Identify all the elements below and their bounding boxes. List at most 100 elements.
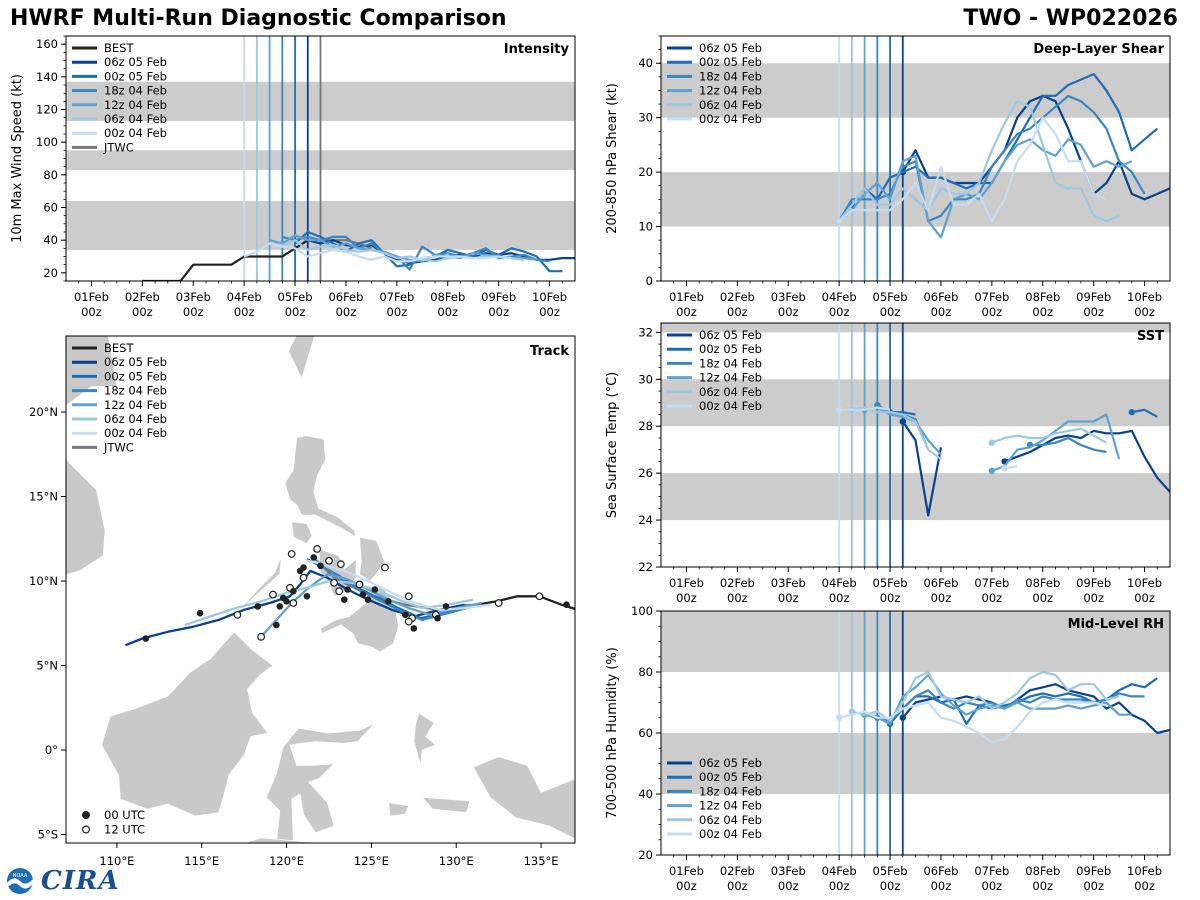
x-tick-label: 00z: [982, 879, 1003, 893]
x-tick-label: 07Feb: [974, 576, 1009, 590]
panel-sst: 01Feb00z02Feb00z03Feb00z04Feb00z05Feb00z…: [605, 322, 1171, 605]
x-tick-label: 04Feb: [822, 576, 857, 590]
series-line: [838, 138, 1133, 239]
y-tick-label: 10: [638, 220, 653, 234]
track-marker-12utc: [287, 550, 296, 558]
y-tick-label: 80: [43, 168, 58, 182]
land-samar-leyte: [359, 536, 386, 582]
lon-tick-label: 125°E: [354, 854, 389, 868]
x-tick-label: 04Feb: [227, 290, 262, 304]
x-tick-label: 00z: [539, 305, 560, 319]
x-tick-label: 05Feb: [873, 864, 908, 878]
series-line: [243, 242, 512, 263]
marker-legend-symbol: [81, 810, 90, 819]
track-marker-00utc: [276, 603, 284, 610]
series-start-point: [1001, 465, 1008, 472]
lat-tick-label: 0°: [45, 743, 58, 757]
legend-label: 00z 05 Feb: [699, 342, 762, 356]
noaa-seal-text: NOAA: [13, 873, 28, 879]
track-line: [124, 569, 465, 647]
series-line: [991, 427, 1107, 444]
x-tick-label: 04Feb: [822, 864, 857, 878]
land-halmahera: [413, 712, 437, 766]
x-tick-label: 09Feb: [1076, 290, 1111, 304]
y-tick-label: 40: [43, 233, 58, 247]
lat-tick-label: 5°N: [36, 659, 58, 673]
track-marker-00utc: [385, 598, 392, 605]
legend-label: BEST: [104, 341, 134, 355]
track-marker-12utc: [535, 592, 544, 601]
track-marker-12utc: [299, 573, 308, 582]
x-tick-label: 07Feb: [974, 290, 1009, 304]
map-area: [66, 336, 575, 843]
legend-label: 12z 04 Feb: [104, 98, 167, 112]
x-tick-label: 08Feb: [430, 290, 465, 304]
legend-label: 06z 04 Feb: [699, 385, 762, 399]
track-marker-12utc: [233, 610, 242, 619]
lon-tick-label: 135°E: [524, 854, 559, 868]
y-axis-label: Sea Surface Temp (°C): [605, 372, 620, 519]
land-sulawesi: [265, 722, 376, 843]
series-start-point: [899, 714, 906, 721]
series-line: [851, 406, 942, 460]
lat-tick-label: 5°S: [38, 828, 58, 842]
track-marker-12utc: [269, 590, 277, 599]
x-tick-label: 01Feb: [74, 290, 109, 304]
series-start-point: [988, 467, 996, 475]
panel-shear: 01Feb00z02Feb00z03Feb00z04Feb00z05Feb00z…: [605, 35, 1171, 319]
land-mindanao: [320, 583, 399, 653]
land-indochina: [66, 336, 118, 606]
x-tick-label: 05Feb: [873, 576, 908, 590]
lon-tick-label: 110°E: [99, 854, 134, 868]
track-marker-00utc: [273, 621, 280, 629]
x-tick-label: 02Feb: [720, 576, 755, 590]
panel-track: 110°E 115°E 120°E 125°E 130°E 135°E 5°S 0° 5°N 10…: [29, 335, 576, 868]
shaded-band: [661, 63, 1170, 118]
x-tick-label: 01Feb: [669, 290, 704, 304]
track-marker-12utc: [325, 556, 333, 565]
x-tick-label: 04Feb: [822, 290, 857, 304]
track-marker-12utc: [494, 599, 503, 607]
plot-area-intensity: [66, 36, 575, 281]
legend-label: 12z 04 Feb: [104, 398, 167, 412]
x-tick-label: 00z: [1083, 591, 1104, 605]
series-start-point: [835, 714, 843, 721]
y-tick-label: 140: [36, 70, 58, 84]
plot-area-sst: [661, 323, 1170, 567]
track-marker-00utc: [310, 554, 318, 561]
x-tick-label: 08Feb: [1025, 864, 1060, 878]
x-tick-label: 06Feb: [328, 290, 363, 304]
track-marker-00utc: [303, 592, 311, 600]
track-marker-12utc: [381, 563, 389, 572]
cira-wordmark: CIRA: [41, 866, 120, 896]
x-tick-label: 01Feb: [669, 864, 704, 878]
land-new-guinea: [472, 756, 575, 840]
x-tick-label: 09Feb: [1076, 864, 1111, 878]
legend-label: 00z 04 Feb: [104, 426, 167, 440]
panel-title: Intensity: [504, 42, 570, 57]
marker-legend-symbol: [81, 825, 90, 834]
lat-tick-label: 20°N: [29, 405, 58, 419]
x-tick-label: 02Feb: [125, 290, 160, 304]
x-tick-label: 10Feb: [1127, 576, 1162, 590]
x-tick-label: 00z: [982, 305, 1003, 319]
panel-title: Track: [530, 344, 569, 359]
series-start-point: [835, 406, 843, 414]
land-lesser-sunda: [193, 837, 321, 843]
y-tick-label: 40: [638, 787, 653, 801]
track-marker-00utc: [402, 611, 409, 619]
y-tick-label: 40: [638, 56, 653, 70]
legend-label: 00z 05 Feb: [699, 770, 762, 784]
legend-label: 18z 04 Feb: [104, 384, 167, 398]
plot-area-shear: [661, 36, 1170, 281]
x-tick-label: 03Feb: [771, 290, 806, 304]
marker-legend-label: 00 UTC: [104, 808, 145, 822]
y-tick-label: 20: [43, 266, 58, 280]
series-line: [901, 420, 943, 517]
lat-tick-label: 10°N: [29, 574, 58, 588]
track-marker-12utc: [330, 578, 338, 587]
series-start-point: [835, 217, 843, 225]
series-line: [991, 413, 1121, 472]
legend-label: 12z 04 Feb: [699, 84, 762, 98]
